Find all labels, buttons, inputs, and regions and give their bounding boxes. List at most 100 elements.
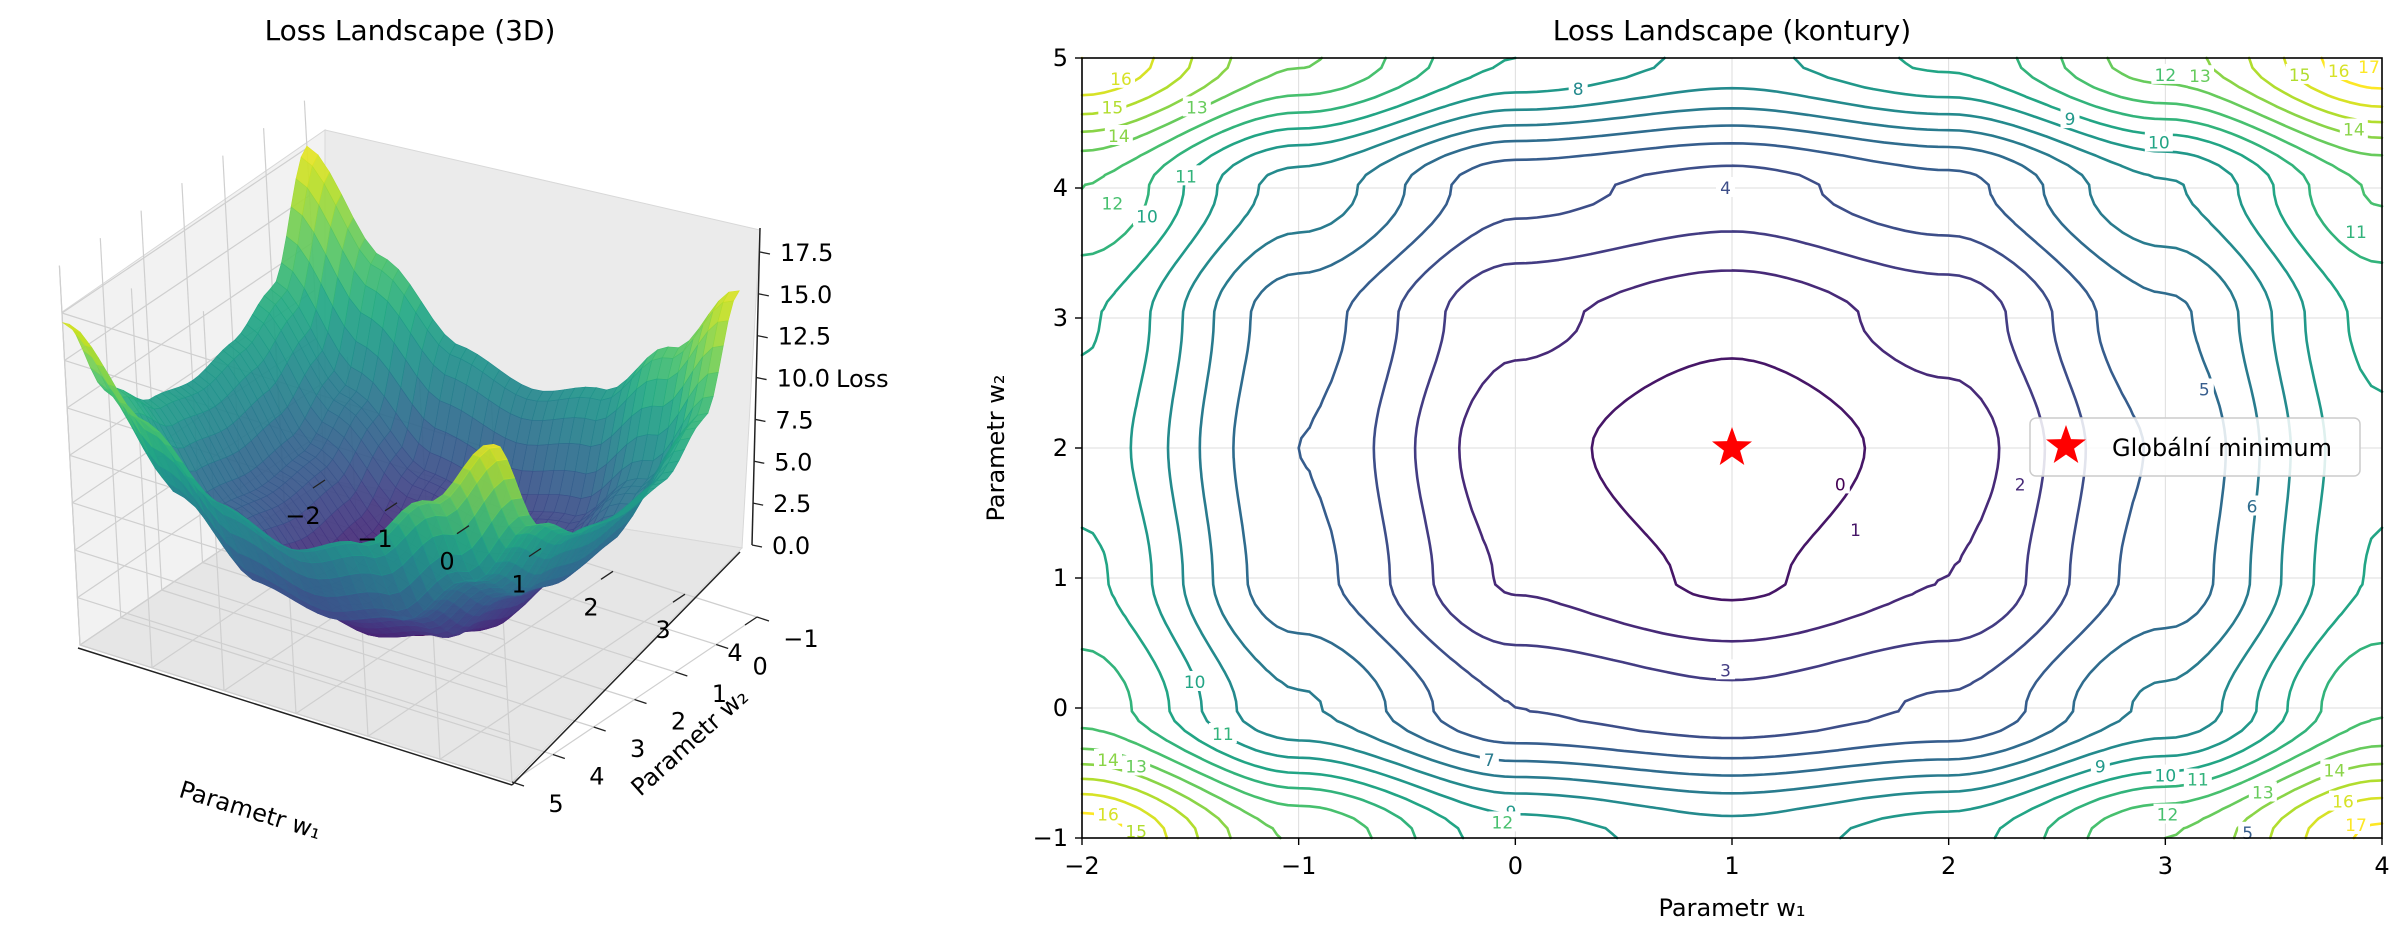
- w2-tick-label: 0: [753, 653, 768, 681]
- legend-label: Globální minimum: [2112, 434, 2332, 462]
- contour-level-label: 4: [1720, 179, 1731, 199]
- contour-xtick-label: 3: [2158, 852, 2173, 880]
- z-tick-label: 12.5: [778, 323, 831, 351]
- contour-ytick-label: −1: [1033, 824, 1068, 852]
- contour-level-label: 11: [1212, 725, 1234, 745]
- w2-tick-label: 3: [630, 735, 645, 763]
- contour-level-label: 13: [1125, 758, 1147, 778]
- w1-tick-mark: [745, 617, 757, 625]
- contour-level-label: 15: [1102, 98, 1124, 118]
- contour-xtick-label: −2: [1064, 852, 1099, 880]
- w2-tick-label: 5: [548, 790, 563, 818]
- contour-level-label: 10: [1136, 208, 1158, 228]
- w2-tick-mark: [757, 617, 769, 621]
- z-tick-mark: [755, 419, 765, 421]
- contour-level-label: 13: [2189, 67, 2211, 87]
- contour-xlabel: Parametr w₁: [1659, 894, 1806, 922]
- contour-level-label: 17: [2345, 816, 2367, 836]
- contour-level-label: 1: [1850, 521, 1861, 541]
- z-tick-mark: [752, 545, 762, 547]
- contour-level-label: 15: [1125, 823, 1147, 843]
- contour-level-label: 9: [2065, 110, 2076, 130]
- z-tick-mark: [759, 294, 769, 296]
- z-tick-mark: [754, 461, 764, 463]
- contour-level-label: 15: [2289, 66, 2311, 86]
- z-tick-label: 7.5: [775, 406, 813, 434]
- z-tick-mark: [753, 503, 763, 505]
- contour-level-label: 12: [2155, 66, 2177, 86]
- contour-level-label: 0: [1835, 475, 1846, 495]
- z-tick-label: 17.5: [780, 239, 833, 267]
- w1-tick-label: 1: [511, 571, 526, 599]
- contour-level-label: 10: [2155, 767, 2177, 787]
- contour-level-label: 17: [2358, 58, 2380, 78]
- contour-legend: Globální minimum: [2030, 418, 2360, 476]
- contour-level-label: 9: [2095, 758, 2106, 778]
- z-tick-label: 2.5: [773, 490, 811, 518]
- contour-xtick-label: 0: [1508, 852, 1523, 880]
- w2-tick-label: −1: [783, 625, 818, 653]
- surface-xlabel: Parametr w₁: [176, 775, 325, 845]
- contour-ytick-label: 1: [1053, 564, 1068, 592]
- contour-level-label: 12: [1102, 195, 1124, 215]
- contour-level-label: 16: [1097, 806, 1119, 826]
- z-tick-mark: [757, 378, 767, 380]
- w2-tick-mark: [635, 700, 647, 704]
- contour-level-label: 14: [2324, 761, 2346, 781]
- contour-level-label: 16: [2328, 62, 2350, 82]
- contour-level-label: 16: [2332, 793, 2354, 813]
- w1-tick-label: 3: [655, 616, 670, 644]
- surface-zlabel: Loss: [836, 365, 889, 393]
- w1-tick-label: 0: [439, 548, 454, 576]
- contour-ytick-label: 4: [1053, 174, 1068, 202]
- contour-xtick-label: 2: [1941, 852, 1956, 880]
- contour-level-label: 7: [1484, 751, 1495, 771]
- w2-tick-mark: [675, 672, 687, 676]
- contour-level-label: 14: [1108, 127, 1130, 147]
- contour-level-label: 6: [2247, 498, 2258, 518]
- w1-tick-label: 4: [727, 639, 742, 667]
- z-tick-label: 10.0: [777, 365, 830, 393]
- z-tick-label: 0.0: [772, 532, 810, 560]
- z-ticks: 0.0 2.5 5.0 7.5 10.0 12.5 15.0 17.5: [752, 239, 833, 560]
- w1-tick-label: −2: [285, 502, 320, 530]
- w2-tick-mark: [716, 645, 728, 649]
- contour-ytick-label: 0: [1053, 694, 1068, 722]
- contour-chart-title: Loss Landscape (kontury): [1553, 14, 1911, 47]
- w1-tick-label: −1: [357, 525, 392, 553]
- contour-level-label: 16: [1110, 70, 1132, 90]
- surface-chart-title: Loss Landscape (3D): [265, 14, 556, 47]
- contour-level-label: 14: [2343, 121, 2365, 141]
- contour-level-label: 11: [2345, 223, 2367, 243]
- contour-level-label: 3: [1720, 661, 1731, 681]
- contour-ytick-label: 2: [1053, 434, 1068, 462]
- contour-level-label: 12: [2157, 806, 2179, 826]
- contour-level-label: 8: [1573, 80, 1584, 100]
- contour-level-label: 2: [2015, 475, 2026, 495]
- contour-level-label: 12: [1492, 813, 1514, 833]
- z-tick-label: 5.0: [774, 448, 812, 476]
- contour-level-label: 5: [2199, 381, 2210, 401]
- contour-level-label: 5: [2242, 824, 2253, 844]
- contour-ytick-label: 3: [1053, 304, 1068, 332]
- contour-level-label: 13: [1186, 98, 1208, 118]
- w2-tick-label: 4: [589, 763, 604, 791]
- contour-level-label: 10: [2148, 134, 2170, 154]
- contour-level-label: 11: [2187, 771, 2209, 791]
- contour-ylabel: Parametr w₂: [982, 375, 1010, 522]
- contour-level-label: 10: [1184, 673, 1206, 693]
- contour-xtick-label: −1: [1281, 852, 1316, 880]
- contour-level-label: 14: [1097, 751, 1119, 771]
- w2-tick-mark: [553, 755, 565, 759]
- contour-xtick-label: 1: [1724, 852, 1739, 880]
- contour-chart: Loss Landscape (kontury) 012345678999101…: [982, 14, 2390, 922]
- z-tick-label: 15.0: [779, 281, 832, 309]
- contour-level-label: 13: [2252, 784, 2274, 804]
- contour-level-label: 11: [1175, 167, 1197, 187]
- w1-tick-label: 2: [583, 593, 598, 621]
